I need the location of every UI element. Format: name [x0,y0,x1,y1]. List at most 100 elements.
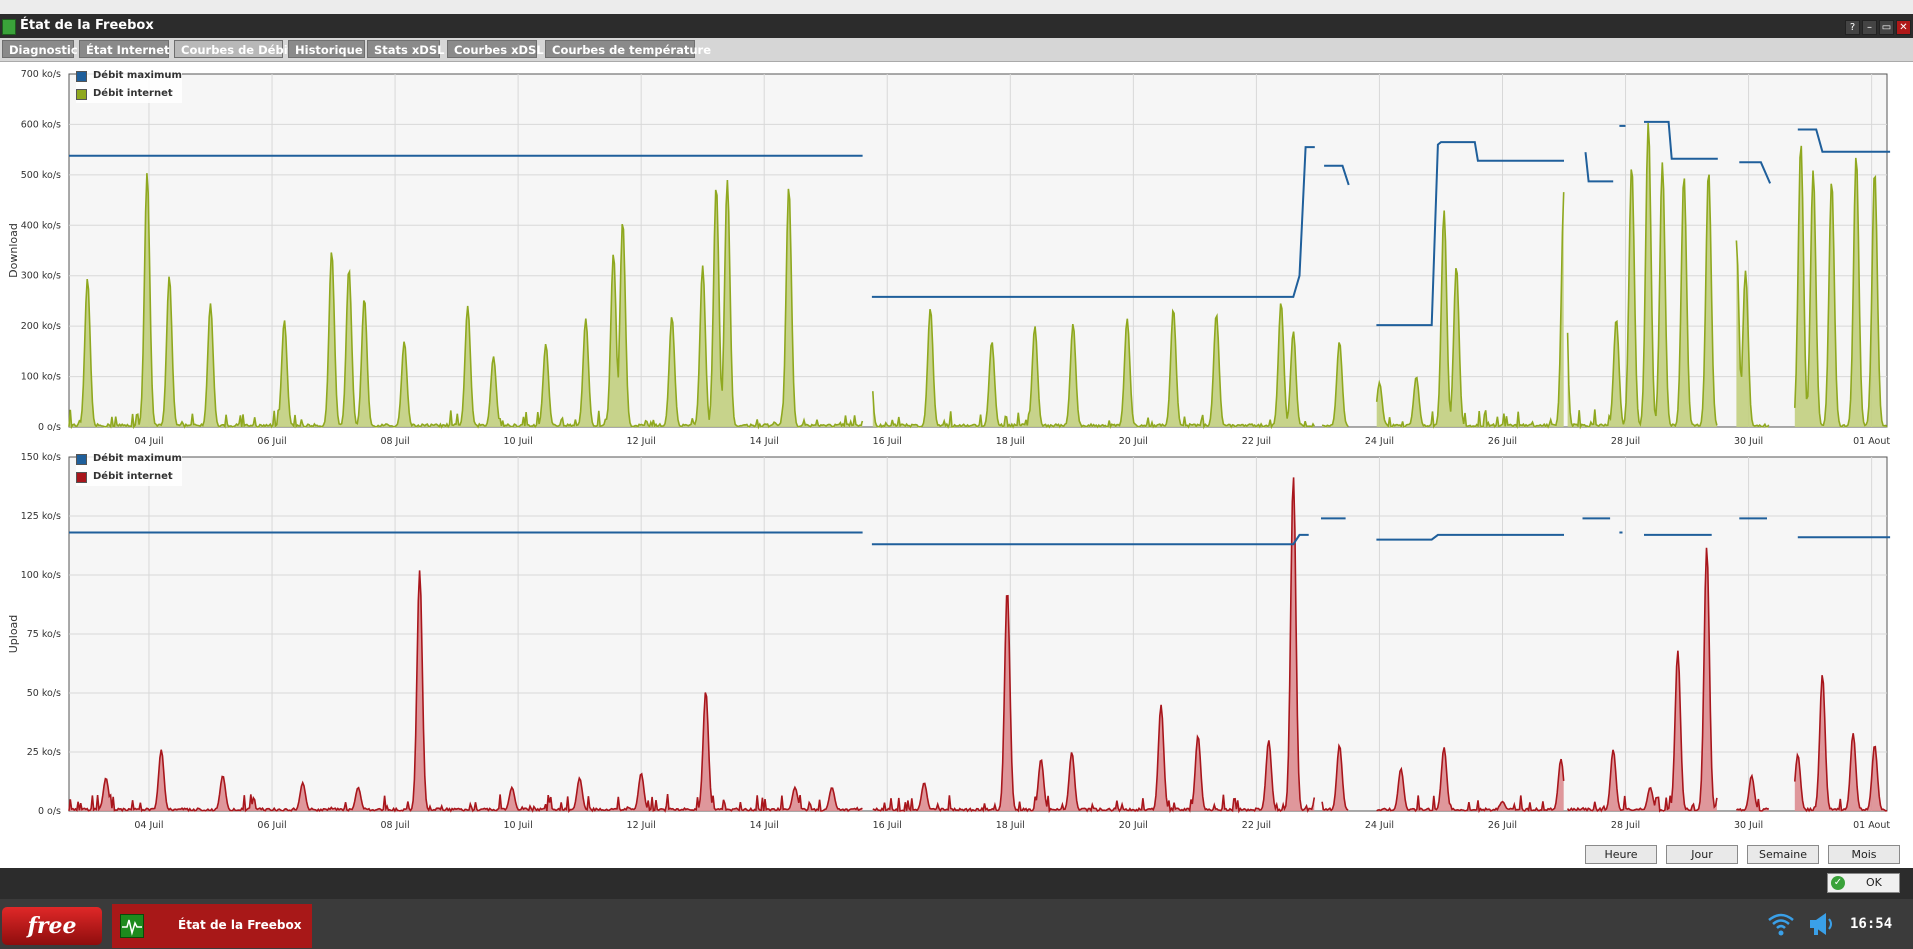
max-rate-line [1739,161,1772,184]
tab-courbes-de-debit[interactable]: Courbes de Débit [174,40,293,58]
legend-swatch-max [76,453,87,465]
y-tick-label: 0 o/s [38,806,61,817]
max-rate-line [1376,141,1564,327]
y-tick-label: 700 ko/s [21,69,61,80]
internet-line [1794,145,1888,428]
legend-label-internet: Débit internet [93,88,173,99]
y-tick-label: 600 ko/s [21,119,61,130]
x-tick-label: 20 Juil [1119,436,1148,447]
internet-line [1566,123,1718,430]
internet-line [1566,547,1718,813]
x-tick-label: 06 Juil [257,820,286,831]
y-tick-label: 0 o/s [38,422,61,433]
y-tick-label: 25 ko/s [27,747,61,758]
x-tick-label: 18 Juil [996,436,1025,447]
internet-area [872,477,1315,811]
x-tick-label: 22 Juil [1242,436,1271,447]
x-tick-label: 04 Juil [134,436,163,447]
x-tick-label: 24 Juil [1365,436,1394,447]
y-tick-label: 100 ko/s [21,570,61,581]
maximize-button[interactable]: ▭ [1879,20,1894,35]
y-tick-label: 50 ko/s [27,688,61,699]
tab-historique[interactable]: Historique [288,40,365,58]
y-tick-label: 400 ko/s [21,220,61,231]
y-axis-label: Upload [7,615,20,654]
taskbar-item-label: État de la Freebox [178,918,302,932]
x-tick-label: 16 Juil [873,820,902,831]
free-start-button[interactable]: free [2,907,102,945]
taskbar: free État de la Freebox 16:54 [0,899,1913,949]
x-tick-label: 26 Juil [1488,436,1517,447]
megaphone-icon[interactable] [1806,909,1836,939]
internet-area [1567,547,1717,811]
internet-line [1375,192,1565,429]
x-tick-label: 08 Juil [380,820,409,831]
y-tick-label: 150 ko/s [21,452,61,463]
rate-charts: 0 o/s 100 ko/s 200 ko/s 300 ko/s 400 ko/s 500… [7,69,1890,831]
clock: 16:54 [1850,916,1893,932]
y-tick-label: 75 ko/s [27,629,61,640]
window-title: État de la Freebox [20,18,154,33]
tab-stats-xdsl[interactable]: Stats xDSL [367,40,444,58]
x-tick-label: 06 Juil [257,436,286,447]
period-jour-button[interactable]: Jour [1666,845,1738,864]
internet-line [872,303,1315,430]
x-tick-label: 01 Aout [1853,820,1890,831]
y-tick-label: 500 ko/s [21,170,61,181]
browser-bookmarks-strip [0,0,1913,15]
window-titlebar[interactable]: État de la Freebox ? – ▭ ✕ [0,14,1913,38]
minimize-button[interactable]: – [1862,20,1877,35]
period-semaine-button[interactable]: Semaine [1747,845,1819,864]
close-button[interactable]: ✕ [1896,20,1911,35]
upload-legend: Débit maximum Débit internet [76,450,182,486]
help-button[interactable]: ? [1845,20,1860,35]
wifi-icon[interactable] [1766,909,1796,939]
check-icon: ✓ [1831,876,1845,890]
max-rate-line [1644,120,1718,160]
tab-diagnostic[interactable]: Diagnostic [2,40,78,58]
x-tick-label: 10 Juil [504,436,533,447]
internet-area [1794,675,1887,811]
legend-label-max: Débit maximum [93,70,182,81]
internet-line [872,477,1316,814]
y-tick-label: 300 ko/s [21,271,61,282]
x-tick-label: 18 Juil [996,820,1025,831]
internet-line [1376,747,1565,814]
internet-area [1322,342,1349,427]
x-tick-label: 28 Juil [1611,820,1640,831]
legend-swatch-internet [76,88,87,100]
taskbar-item-freebox[interactable]: État de la Freebox [112,904,312,948]
x-tick-label: 30 Juil [1734,436,1763,447]
tab-courbes-xdsl[interactable]: Courbes xDSL [447,40,544,58]
y-tick-label: 100 ko/s [21,372,61,383]
internet-line [1321,342,1349,428]
tab-etat-internet[interactable]: État Internet [79,40,170,58]
tab-bar: Diagnostic État Internet Courbes de Débi… [0,38,1913,62]
download-legend: Débit maximum Débit internet [76,67,182,103]
x-tick-label: 26 Juil [1488,820,1517,831]
internet-area [1794,145,1887,427]
legend-label-internet: Débit internet [93,471,173,482]
ok-button[interactable]: ✓ OK [1827,873,1900,893]
plot-area [68,73,1888,428]
x-tick-label: 01 Aout [1853,436,1890,447]
tab-courbes-de-temperature[interactable]: Courbes de température [545,40,711,58]
max-rate-line [1376,533,1564,541]
x-tick-label: 20 Juil [1119,820,1148,831]
x-tick-label: 04 Juil [134,820,163,831]
legend-swatch-internet [76,471,87,483]
period-mois-button[interactable]: Mois [1828,845,1900,864]
x-tick-label: 16 Juil [873,436,902,447]
internet-line [1736,773,1769,812]
x-tick-label: 10 Juil [504,820,533,831]
y-tick-label: 125 ko/s [21,511,61,522]
internet-line [1321,743,1349,812]
max-rate-line [1324,164,1350,186]
max-rate-line [1584,152,1614,183]
internet-line [68,570,863,813]
freebox-app-icon [2,19,16,35]
x-tick-label: 08 Juil [380,436,409,447]
period-heure-button[interactable]: Heure [1585,845,1657,864]
dialog-footer: ✓ OK [0,868,1913,899]
x-tick-label: 12 Juil [627,436,656,447]
